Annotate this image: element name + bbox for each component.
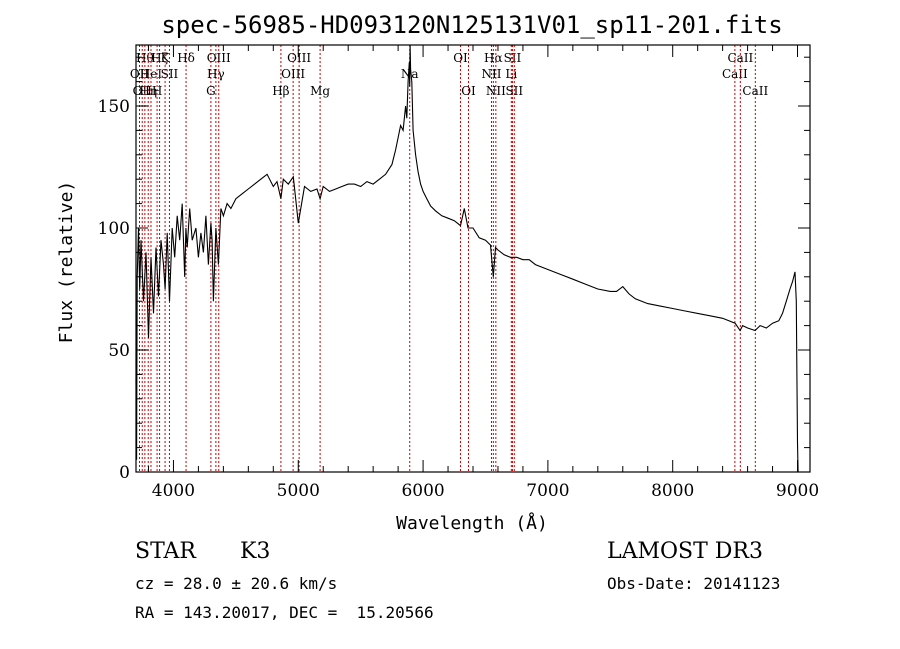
marker-label: G (206, 84, 216, 98)
plot-frame (135, 44, 811, 473)
marker-label: CaII (727, 51, 753, 65)
marker-label: OIII (287, 51, 311, 65)
marker-label: OI (461, 84, 476, 98)
y-axis: 0 50 100 150 (98, 56, 810, 483)
marker-label: HeI (140, 67, 163, 81)
x-tick-label: 4000 (152, 481, 195, 501)
marker-label: Mg (310, 84, 330, 98)
line-markers: OIIOIIHθHηHeIHHζKSIIHδGHγOIIIHβOIIIOIIIM… (130, 45, 768, 472)
marker-label: NII (481, 67, 501, 81)
marker-label: OII (133, 84, 153, 98)
x-tick-label: 7000 (526, 481, 569, 501)
y-axis-label: Flux (relative) (56, 181, 77, 344)
marker-label: SII (504, 51, 522, 65)
marker-label: Hα (484, 51, 503, 65)
redshift-text: cz = 28.0 ± 20.6 km/s (135, 574, 338, 593)
x-tick-label: 6000 (401, 481, 444, 501)
marker-label: OIII (207, 51, 231, 65)
y-tick-label: 100 (98, 219, 130, 239)
chart-title: spec-56985-HD093120N125131V01_sp11-201.f… (161, 11, 782, 39)
spectrum-line (135, 44, 799, 473)
y-tick-label: 150 (98, 97, 130, 117)
marker-label: H (152, 84, 162, 98)
obs-date-text: Obs-Date: 20141123 (607, 574, 781, 593)
marker-label: Hγ (207, 67, 225, 81)
spectrum-chart: spec-56985-HD093120N125131V01_sp11-201.f… (56, 11, 819, 534)
marker-label: SII (505, 84, 523, 98)
survey-name: LAMOST DR3 (607, 539, 763, 564)
x-tick-label: 5000 (277, 481, 320, 501)
y-tick-label: 0 (119, 463, 130, 483)
x-axis-label: Wavelength (Å) (396, 512, 548, 534)
marker-label: CaII (722, 67, 748, 81)
x-axis: 4000 5000 6000 7000 8000 9000 (147, 45, 819, 501)
object-class: STAR (135, 539, 196, 564)
marker-label: OI (453, 51, 468, 65)
marker-label: CaII (742, 84, 768, 98)
x-tick-label: 9000 (776, 481, 819, 501)
object-subclass: K3 (240, 539, 271, 564)
marker-label: Hδ (177, 51, 195, 65)
marker-label: Hη (139, 84, 157, 98)
x-tick-label: 8000 (651, 481, 694, 501)
coordinates-text: RA = 143.20017, DEC = 15.20566 (135, 603, 434, 622)
marker-label: K (161, 51, 171, 65)
marker-label: OIII (281, 67, 305, 81)
y-tick-label: 50 (108, 341, 130, 361)
marker-label: SII (161, 67, 179, 81)
marker-label: Li (505, 67, 517, 81)
marker-label: NII (486, 84, 506, 98)
marker-label: Hζ (151, 51, 168, 65)
marker-label: Hθ (136, 51, 154, 65)
marker-label: Hβ (272, 84, 289, 98)
